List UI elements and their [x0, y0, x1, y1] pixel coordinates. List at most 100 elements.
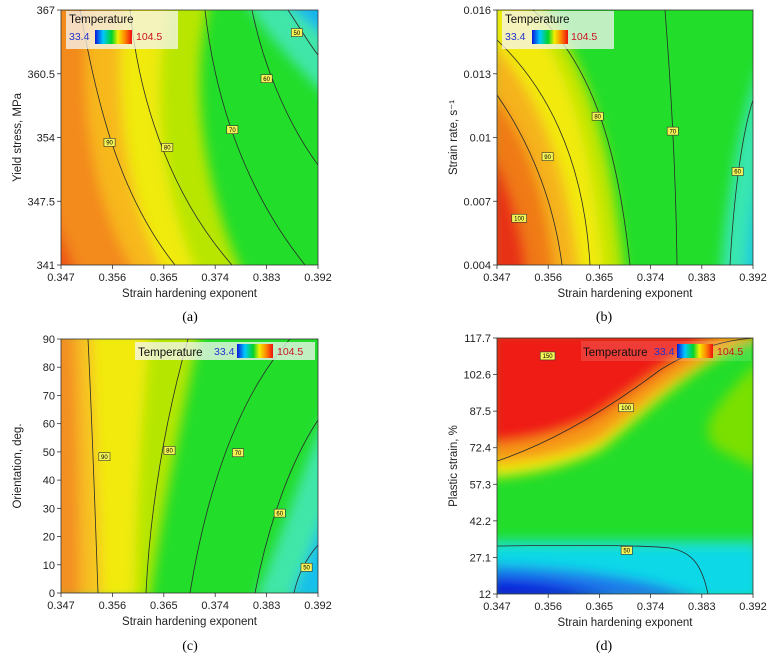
legend-min-label: 33.4 [654, 346, 675, 358]
contour-label-80: 80 [163, 446, 176, 455]
panel-c-colormap [61, 339, 318, 593]
legend-colorbar [237, 344, 273, 358]
x-tick-label: 0.356 [99, 600, 127, 612]
contour-label-box [591, 111, 604, 121]
x-tick-label: 0.392 [739, 601, 767, 613]
contour-label-box [161, 143, 174, 152]
contour-label-70: 70 [666, 126, 679, 136]
panel-c-caption: (c) [182, 639, 198, 654]
contour-label-box [731, 167, 744, 176]
y-tick-label: 347.5 [27, 196, 55, 208]
legend-max-label: 104.5 [277, 346, 303, 358]
x-tick-label: 0.383 [253, 272, 281, 284]
contour-label-90: 90 [541, 152, 554, 161]
y-axis-label: Orientation, deg. [12, 423, 24, 508]
x-axis-label: Strain hardening exponent [558, 617, 694, 629]
legend-title: Temperature [505, 14, 570, 26]
x-tick-label: 0.356 [534, 272, 562, 284]
x-tick-label: 0.356 [99, 272, 127, 284]
panel-d-colormap [497, 338, 753, 594]
legend-max-label: 104.5 [571, 31, 597, 43]
contour-label-text: 90 [106, 141, 113, 147]
panel-b-marks: 0.347 0.356 0.365 0.374 0.383 0.392 0.004 0.007… [448, 5, 767, 300]
contour-label-box [273, 508, 286, 518]
x-tick-label: 0.374 [201, 600, 229, 612]
legend-min-label: 33.4 [214, 346, 235, 358]
x-tick-label: 0.365 [150, 600, 178, 612]
legend-d: Temperature 33.4 104.5 [581, 341, 751, 361]
y-tick-label: 57.3 [470, 479, 491, 491]
contour-label-text: 100 [514, 216, 525, 222]
y-tick-label: 87.5 [470, 406, 491, 418]
contour-label-box [232, 448, 244, 458]
x-tick-label: 0.347 [483, 272, 511, 284]
y-tick-label: 12 [479, 589, 491, 601]
contour-label-box [260, 74, 273, 83]
x-tick-label: 0.383 [688, 272, 716, 284]
contour-label-text: 70 [669, 129, 676, 135]
y-tick-label: 117.7 [464, 333, 491, 345]
panel-a-marks: 0.347 0.356 0.365 0.374 0.383 0.392 341 347.5 35… [12, 5, 332, 300]
contour-label-text: 100 [621, 406, 632, 412]
contour-label-50: 50 [300, 563, 313, 572]
panel-d: 0.347 0.356 0.365 0.374 0.383 0.392 12 27.1 42.2… [448, 333, 767, 654]
y-axis-label: Yield stress, MPa [12, 92, 24, 182]
x-tick-label: 0.374 [637, 272, 665, 284]
panel-d-caption: (d) [596, 639, 613, 654]
contour-label-text: 90 [544, 155, 551, 161]
contour-label-box [300, 563, 313, 572]
contour-label-text: 50 [303, 566, 310, 572]
contour-label-100: 100 [511, 213, 527, 223]
contour-label-60: 60 [731, 167, 744, 176]
y-axis-label: Plastic strain, % [448, 425, 460, 507]
contour-label-text: 60 [263, 77, 270, 83]
legend-min-label: 33.4 [69, 31, 90, 43]
legend-colorbar [532, 30, 568, 44]
x-tick-label: 0.383 [253, 600, 281, 612]
contour-label-80: 80 [161, 143, 174, 152]
x-tick-label: 0.392 [304, 600, 332, 612]
contour-label-box [620, 546, 633, 555]
x-tick-label: 0.392 [739, 272, 767, 284]
contour-label-box [290, 28, 303, 37]
y-tick-label: 20 [43, 532, 55, 544]
x-tick-label: 0.383 [688, 601, 716, 613]
legend-a: Temperature 33.4 104.5 [66, 11, 178, 49]
contour-label-box [103, 138, 116, 147]
panel-c-marks: 0.347 0.356 0.365 0.374 0.383 0.392 0 10 20 30 40 5… [12, 334, 332, 628]
x-tick-label: 0.374 [201, 272, 229, 284]
x-tick-label: 0.347 [47, 272, 75, 284]
x-tick-label: 0.365 [586, 601, 614, 613]
panel-c: 0.347 0.356 0.365 0.374 0.383 0.392 0 10 20 30 40 5… [12, 334, 332, 654]
contour-label-text: 50 [623, 549, 630, 555]
contour-label-text: 60 [276, 511, 283, 517]
contour-label-text: 90 [101, 455, 108, 461]
contour-label-text: 80 [594, 114, 601, 120]
y-tick-label: 40 [43, 475, 55, 487]
contour-label-80: 80 [591, 111, 604, 121]
y-tick-label: 102.6 [463, 370, 491, 382]
y-tick-label: 70 [43, 390, 55, 402]
y-tick-label: 360.5 [27, 69, 55, 81]
y-axis-label: Strain rate, s⁻¹ [448, 100, 460, 175]
x-tick-label: 0.356 [534, 601, 562, 613]
x-tick-label: 0.374 [637, 601, 665, 613]
contour-label-text: 80 [166, 449, 173, 455]
contour-label-box [539, 351, 556, 361]
contour-label-150: 150 [539, 351, 556, 361]
y-tick-label: 27.1 [470, 552, 491, 564]
x-axis-label: Strain hardening exponent [122, 288, 258, 300]
panel-a: 0.347 0.356 0.365 0.374 0.383 0.392 341 347.5 35… [12, 5, 332, 325]
legend-title: Temperature [583, 347, 648, 359]
panel-a-caption: (a) [182, 310, 198, 325]
contour-label-box [98, 452, 111, 461]
y-tick-label: 0.013 [463, 69, 491, 81]
contour-label-box [226, 125, 239, 134]
y-tick-label: 0.004 [463, 260, 491, 272]
y-tick-label: 367 [37, 5, 55, 17]
y-tick-label: 30 [43, 503, 55, 515]
contour-label-50: 50 [620, 546, 633, 555]
panel-d-marks: 0.347 0.356 0.365 0.374 0.383 0.392 12 27.1 42.2… [448, 333, 767, 629]
